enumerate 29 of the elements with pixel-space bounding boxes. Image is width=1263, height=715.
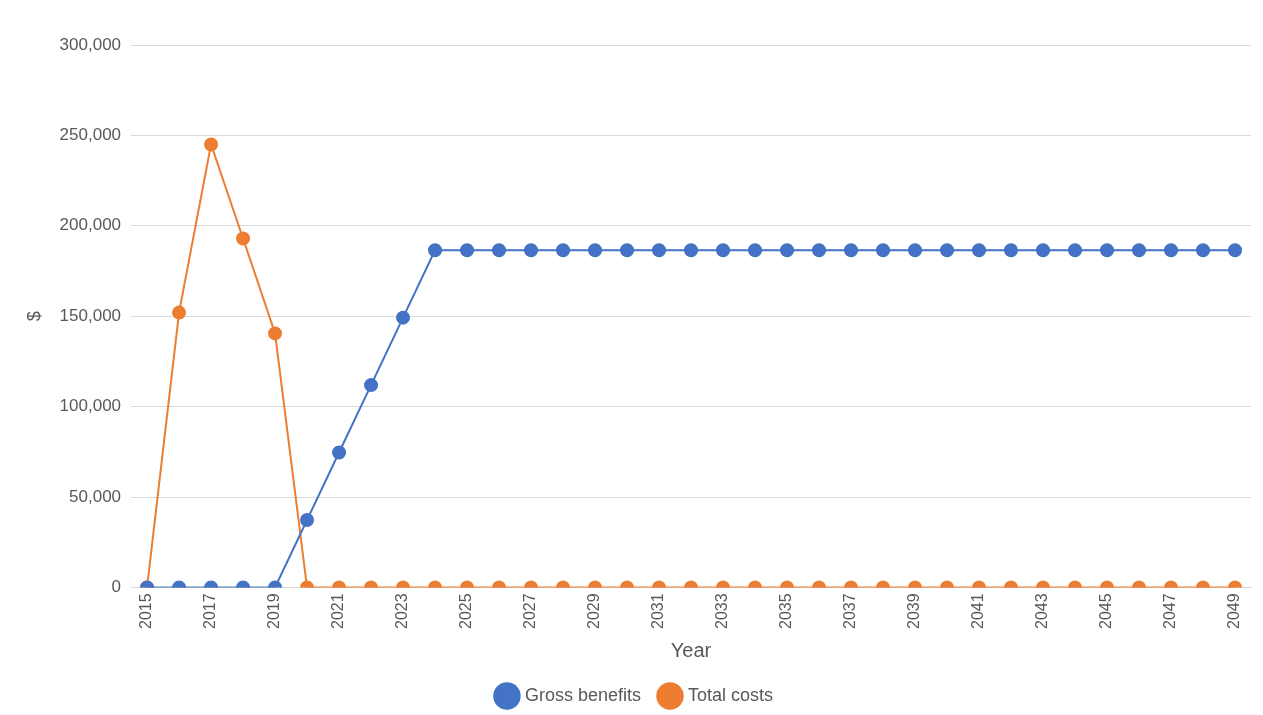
x-tick-label: 2015 [137,593,155,629]
x-tick-label: 2047 [1161,593,1179,629]
x-tick-label: 2035 [777,593,795,629]
x-tick-label: 2021 [329,593,347,629]
x-tick-label: 2045 [1097,593,1115,629]
y-tick-label: 300,000 [59,34,122,54]
legend-label: Gross benefits [524,684,642,705]
x-tick-label: 2049 [1225,593,1243,629]
y-tick-label: 50,000 [69,486,122,506]
y-tick-label: 0 [111,577,122,597]
x-axis-title: Year [670,638,712,661]
x-tick-label: 2029 [585,593,603,629]
x-tick-label: 2041 [969,593,987,629]
x-tick-label: 2043 [1033,593,1051,629]
x-tick-label: 2025 [457,593,475,629]
y-axis-title: $ [23,311,44,322]
x-tick-label: 2017 [201,593,219,629]
x-tick-label: 2039 [905,593,923,629]
y-tick-label: 250,000 [59,125,122,145]
x-tick-label: 2033 [713,593,731,629]
x-tick-label: 2031 [649,593,667,629]
legend-label: Total costs [688,684,774,705]
y-tick-label: 150,000 [59,305,122,325]
x-tick-label: 2027 [521,593,539,629]
y-tick-label: 100,000 [59,396,122,416]
y-tick-label: 200,000 [59,215,122,235]
x-tick-label: 2019 [265,593,283,629]
x-tick-label: 2023 [393,593,411,629]
x-tick-label: 2037 [841,593,859,629]
